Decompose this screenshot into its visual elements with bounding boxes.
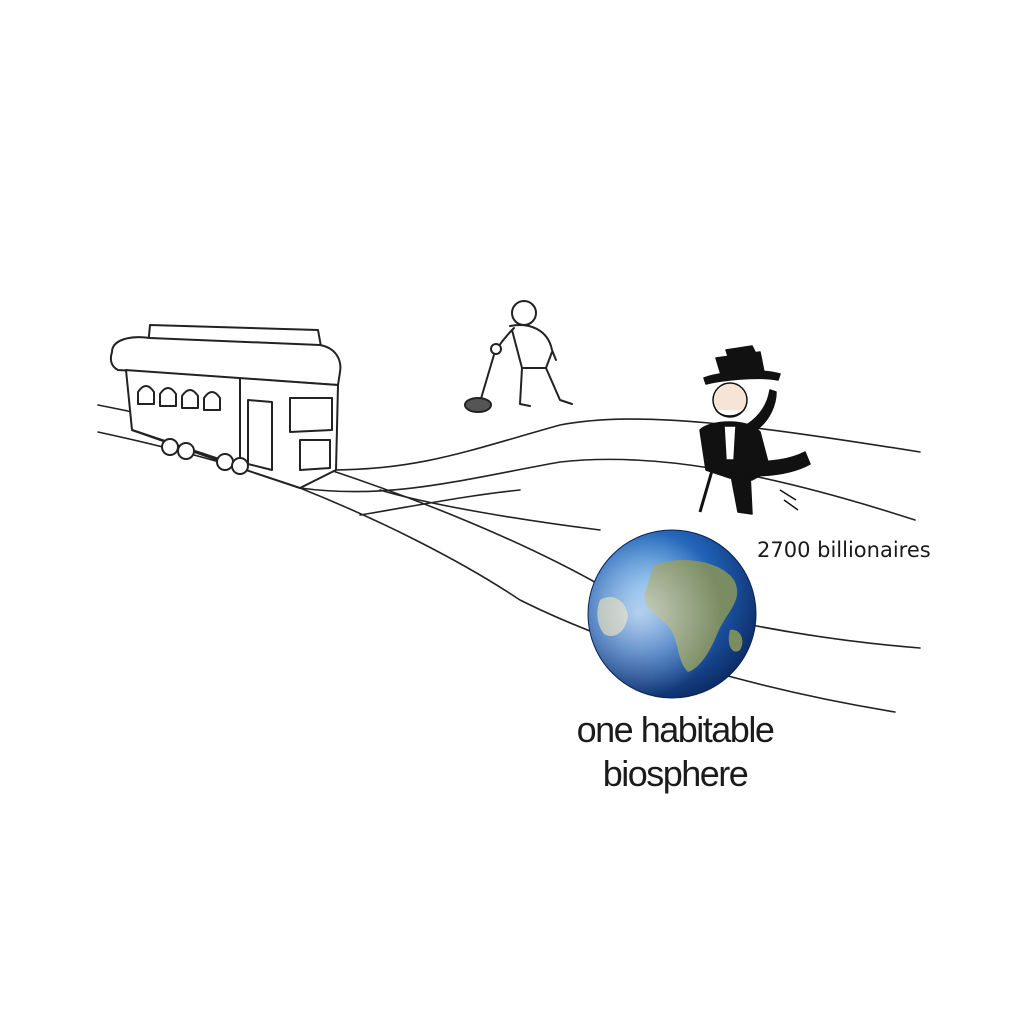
- earth-globe-icon: [587, 529, 757, 699]
- biosphere-label: one habitable biosphere: [545, 708, 805, 796]
- lever-person-icon: [464, 300, 573, 413]
- trolley-icon: [109, 324, 342, 489]
- monopoly-man-icon: [698, 345, 811, 515]
- billionaires-label: 2700 billionaires: [757, 538, 931, 562]
- biosphere-label-line-2: biosphere: [602, 753, 749, 794]
- biosphere-label-line-1: one habitable: [576, 709, 775, 750]
